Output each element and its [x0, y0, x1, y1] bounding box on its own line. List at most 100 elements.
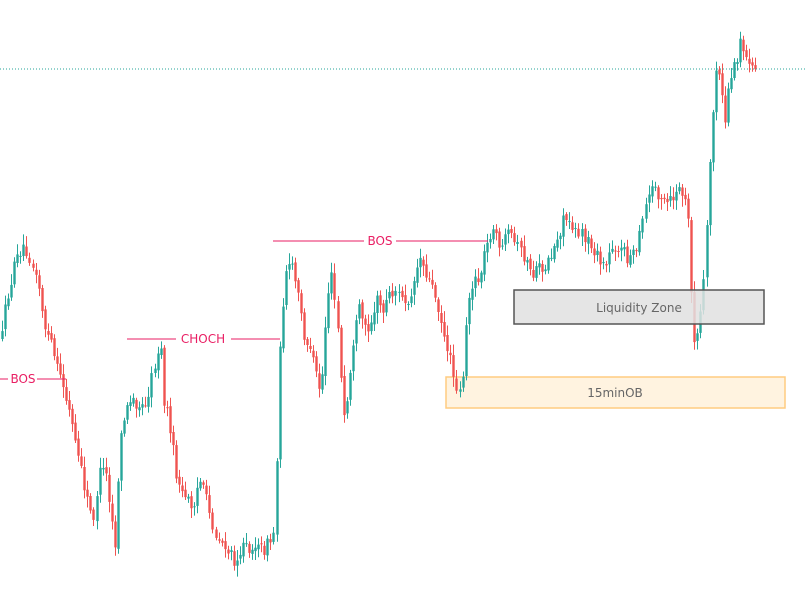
candle-body: [681, 187, 684, 196]
candle-body: [80, 456, 83, 466]
candle-body: [62, 374, 65, 388]
candle-body: [105, 467, 108, 474]
candle-body: [577, 228, 580, 237]
candle-body: [355, 320, 358, 344]
candle-body: [92, 509, 95, 520]
candle-body: [178, 476, 181, 485]
candle-body: [361, 302, 364, 319]
candle-body: [239, 554, 242, 559]
candle-body: [596, 250, 599, 255]
candle-body: [266, 538, 269, 556]
candle-body: [22, 244, 25, 256]
candle-body: [477, 278, 480, 282]
candle-body: [196, 487, 199, 506]
candle-body: [205, 485, 208, 495]
candle-body: [44, 309, 47, 330]
bos-mid-label: BOS: [367, 234, 392, 248]
candle-body: [199, 481, 202, 489]
candle-body: [175, 445, 178, 479]
candle-body: [297, 280, 300, 293]
candle-body: [376, 295, 379, 313]
candle-body: [614, 250, 617, 252]
candle-body: [38, 275, 41, 289]
candle-body: [236, 560, 239, 566]
candle-body: [144, 405, 147, 407]
candle-body: [254, 547, 257, 552]
candle-body: [581, 229, 584, 237]
candle-body: [306, 339, 309, 345]
candle-body: [215, 529, 218, 538]
candle-body: [349, 372, 352, 400]
candle-body: [303, 312, 306, 340]
candle-body: [56, 356, 59, 364]
candle-body: [28, 257, 31, 263]
candle-body: [471, 288, 474, 300]
order-block-zone: [445, 376, 786, 409]
candle-body: [25, 246, 28, 257]
candle-body: [510, 229, 513, 233]
candle-body: [742, 39, 745, 52]
candle-body: [120, 433, 123, 481]
candle-body: [1, 331, 4, 339]
candle-body: [651, 186, 654, 197]
candle-body: [428, 278, 431, 280]
candle-body: [330, 272, 333, 294]
candle-body: [272, 532, 275, 542]
candle-body: [47, 331, 50, 335]
candle-body: [300, 293, 303, 314]
candle-body: [419, 257, 422, 268]
candle-body: [102, 468, 105, 470]
candle-body: [590, 238, 593, 249]
candle-body: [696, 333, 699, 341]
candle-body: [526, 260, 529, 263]
candle-body: [593, 248, 596, 256]
candle-body: [739, 38, 742, 63]
candle-body: [440, 313, 443, 323]
candle-body: [754, 65, 757, 70]
candle-body: [50, 333, 53, 340]
candle-body: [443, 322, 446, 337]
candle-body: [709, 162, 712, 226]
candle-body: [687, 198, 690, 219]
candle-body: [184, 489, 187, 498]
candle-body: [562, 215, 565, 237]
candle-body: [733, 62, 736, 78]
candle-body: [77, 438, 80, 456]
candle-body: [135, 399, 138, 409]
candle-body: [715, 70, 718, 113]
candle-body: [654, 186, 657, 188]
candle-body: [321, 374, 324, 390]
candle-body: [587, 237, 590, 244]
candle-body: [190, 496, 193, 509]
candle-body: [547, 257, 550, 271]
candle-body: [724, 95, 727, 123]
candle-body: [669, 196, 672, 201]
candle-body: [108, 474, 111, 502]
candle-body: [154, 368, 157, 373]
candle-body: [126, 405, 129, 420]
candle-body: [337, 301, 340, 329]
candle-body: [288, 264, 291, 270]
candle-body: [208, 495, 211, 513]
candle-body: [623, 247, 626, 250]
candle-body: [663, 197, 666, 200]
candle-body: [584, 228, 587, 243]
candle-body: [379, 295, 382, 306]
liquidity-zone-label: Liquidity Zone: [596, 301, 682, 315]
candle-body: [535, 266, 538, 278]
candle-body: [10, 284, 13, 298]
candle-body: [516, 242, 519, 244]
candle-body: [513, 233, 516, 243]
candle-body: [181, 485, 184, 492]
candle-body: [529, 258, 532, 270]
candle-body: [227, 549, 230, 554]
candle-body: [269, 539, 272, 543]
candle-body: [150, 373, 153, 398]
candle-body: [16, 254, 19, 263]
liquidity-zone: [513, 289, 765, 325]
candle-body: [638, 230, 641, 253]
candle-body: [495, 229, 498, 234]
candle-body: [648, 194, 651, 203]
candle-body: [712, 112, 715, 163]
candle-body: [202, 482, 205, 485]
